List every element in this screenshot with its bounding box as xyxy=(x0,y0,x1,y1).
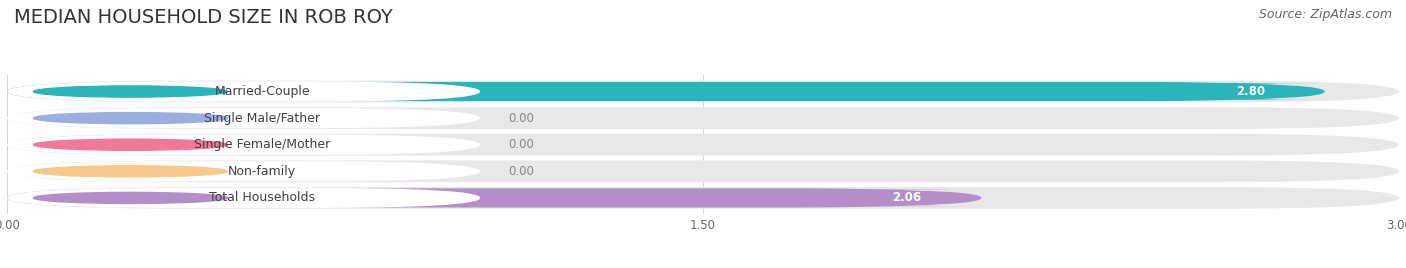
Text: 2.06: 2.06 xyxy=(893,191,922,204)
FancyBboxPatch shape xyxy=(7,187,1399,209)
FancyBboxPatch shape xyxy=(7,188,481,208)
Text: Non-family: Non-family xyxy=(228,165,297,178)
Text: 0.00: 0.00 xyxy=(508,165,534,178)
FancyBboxPatch shape xyxy=(1177,83,1324,100)
Circle shape xyxy=(34,139,228,150)
FancyBboxPatch shape xyxy=(7,82,1306,101)
FancyBboxPatch shape xyxy=(7,161,1399,182)
Circle shape xyxy=(34,86,228,97)
FancyBboxPatch shape xyxy=(7,81,481,102)
FancyBboxPatch shape xyxy=(7,134,1399,156)
FancyBboxPatch shape xyxy=(7,108,481,128)
FancyBboxPatch shape xyxy=(832,190,981,206)
Text: Source: ZipAtlas.com: Source: ZipAtlas.com xyxy=(1258,8,1392,21)
Circle shape xyxy=(34,113,228,124)
Text: 0.00: 0.00 xyxy=(508,112,534,125)
FancyBboxPatch shape xyxy=(7,81,1399,102)
Text: 0.00: 0.00 xyxy=(508,138,534,151)
Text: Single Male/Father: Single Male/Father xyxy=(204,112,321,125)
FancyBboxPatch shape xyxy=(7,135,481,155)
FancyBboxPatch shape xyxy=(7,107,1399,129)
Text: Single Female/Mother: Single Female/Mother xyxy=(194,138,330,151)
Circle shape xyxy=(34,192,228,203)
Text: 2.80: 2.80 xyxy=(1236,85,1265,98)
Text: Married-Couple: Married-Couple xyxy=(214,85,311,98)
Circle shape xyxy=(34,166,228,177)
Text: Total Households: Total Households xyxy=(209,191,315,204)
FancyBboxPatch shape xyxy=(7,188,963,207)
Text: MEDIAN HOUSEHOLD SIZE IN ROB ROY: MEDIAN HOUSEHOLD SIZE IN ROB ROY xyxy=(14,8,392,27)
FancyBboxPatch shape xyxy=(7,161,481,181)
